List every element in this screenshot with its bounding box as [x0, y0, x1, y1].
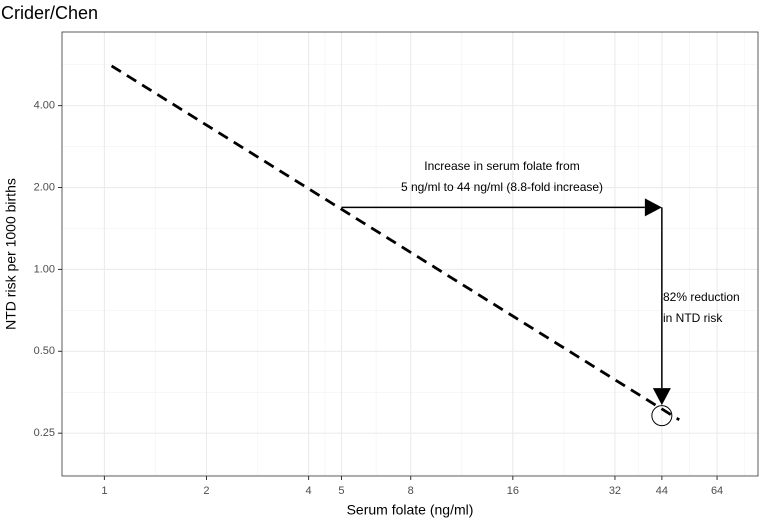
x-tick-label: 2: [203, 485, 209, 497]
annotation: 5 ng/ml to 44 ng/ml (8.8-fold increase): [401, 180, 603, 194]
y-tick-label: 0.50: [34, 345, 55, 357]
x-tick-label: 5: [338, 485, 344, 497]
line: [110, 64, 680, 421]
point: [651, 405, 673, 427]
y-tick-label: 1.00: [34, 263, 55, 275]
y-tick-label: 2.00: [34, 181, 55, 193]
x-tick-label: 32: [609, 485, 621, 497]
x-tick-label: 16: [507, 485, 519, 497]
x-tick-label: 1: [101, 485, 107, 497]
y-tick-label: 4.00: [34, 100, 55, 112]
x-tick-label: 64: [711, 485, 723, 497]
x-tick-label: 4: [306, 485, 312, 497]
annotation: Increase in serum folate from: [424, 159, 579, 173]
arrow-head: [652, 388, 671, 406]
x-tick-label: 44: [656, 485, 668, 497]
annotation: in NTD risk: [663, 311, 723, 325]
y-axis-title: NTD risk per 1000 births: [3, 178, 19, 330]
y-tick-label: 0.25: [34, 427, 55, 439]
x-axis-title: Serum folate (ng/ml): [347, 502, 474, 518]
arrow-head: [644, 198, 662, 217]
annotation: 82% reduction: [663, 290, 740, 304]
chart-title: Crider/Chen: [1, 3, 98, 23]
x-tick-label: 8: [408, 485, 414, 497]
plot-border: [61, 31, 759, 477]
